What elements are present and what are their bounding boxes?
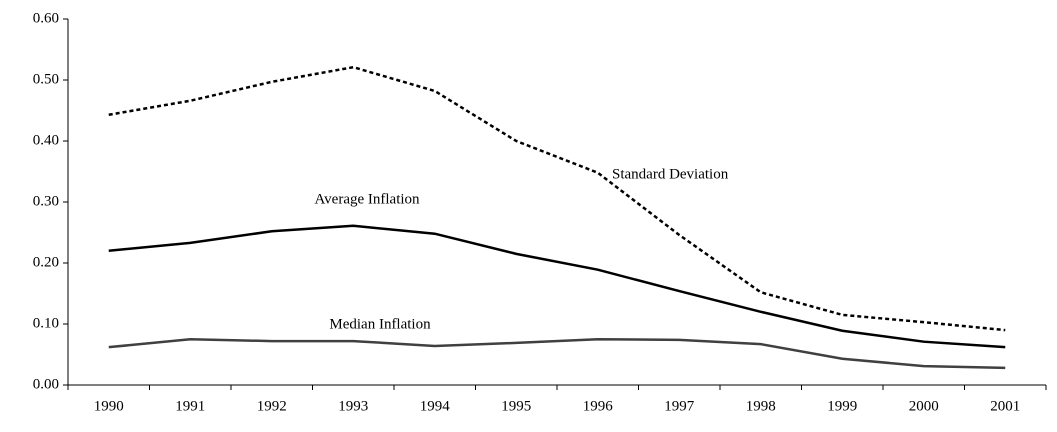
x-tick-label: 1993 (338, 398, 368, 414)
line-series (108, 337, 1006, 370)
y-tick-label: 0.10 (33, 315, 59, 331)
x-tick-label: 1998 (746, 398, 776, 414)
series-label: Median Inflation (329, 316, 431, 332)
x-tick-label: 2000 (909, 398, 939, 414)
x-tick-label: 1992 (257, 398, 287, 414)
x-tick-label: 1996 (583, 398, 614, 414)
x-tick-label: 1990 (94, 398, 124, 414)
series-label: Standard Deviation (612, 166, 729, 182)
y-tick-label: 0.60 (33, 10, 59, 26)
x-tick-label: 1994 (420, 398, 451, 414)
x-tick-label: 1995 (501, 398, 531, 414)
series-label: Average Inflation (314, 191, 420, 207)
line-series (108, 65, 1006, 332)
x-tick-label: 1991 (175, 398, 205, 414)
y-tick-label: 0.30 (33, 193, 59, 209)
line-series (108, 224, 1006, 349)
y-tick-label: 0.20 (33, 254, 59, 270)
x-tick-label: 2001 (990, 398, 1020, 414)
x-tick-label: 1997 (664, 398, 695, 414)
y-tick-label: 0.00 (33, 376, 59, 392)
x-tick-label: 1999 (827, 398, 857, 414)
y-tick-label: 0.50 (33, 71, 59, 87)
y-tick-label: 0.40 (33, 132, 59, 148)
